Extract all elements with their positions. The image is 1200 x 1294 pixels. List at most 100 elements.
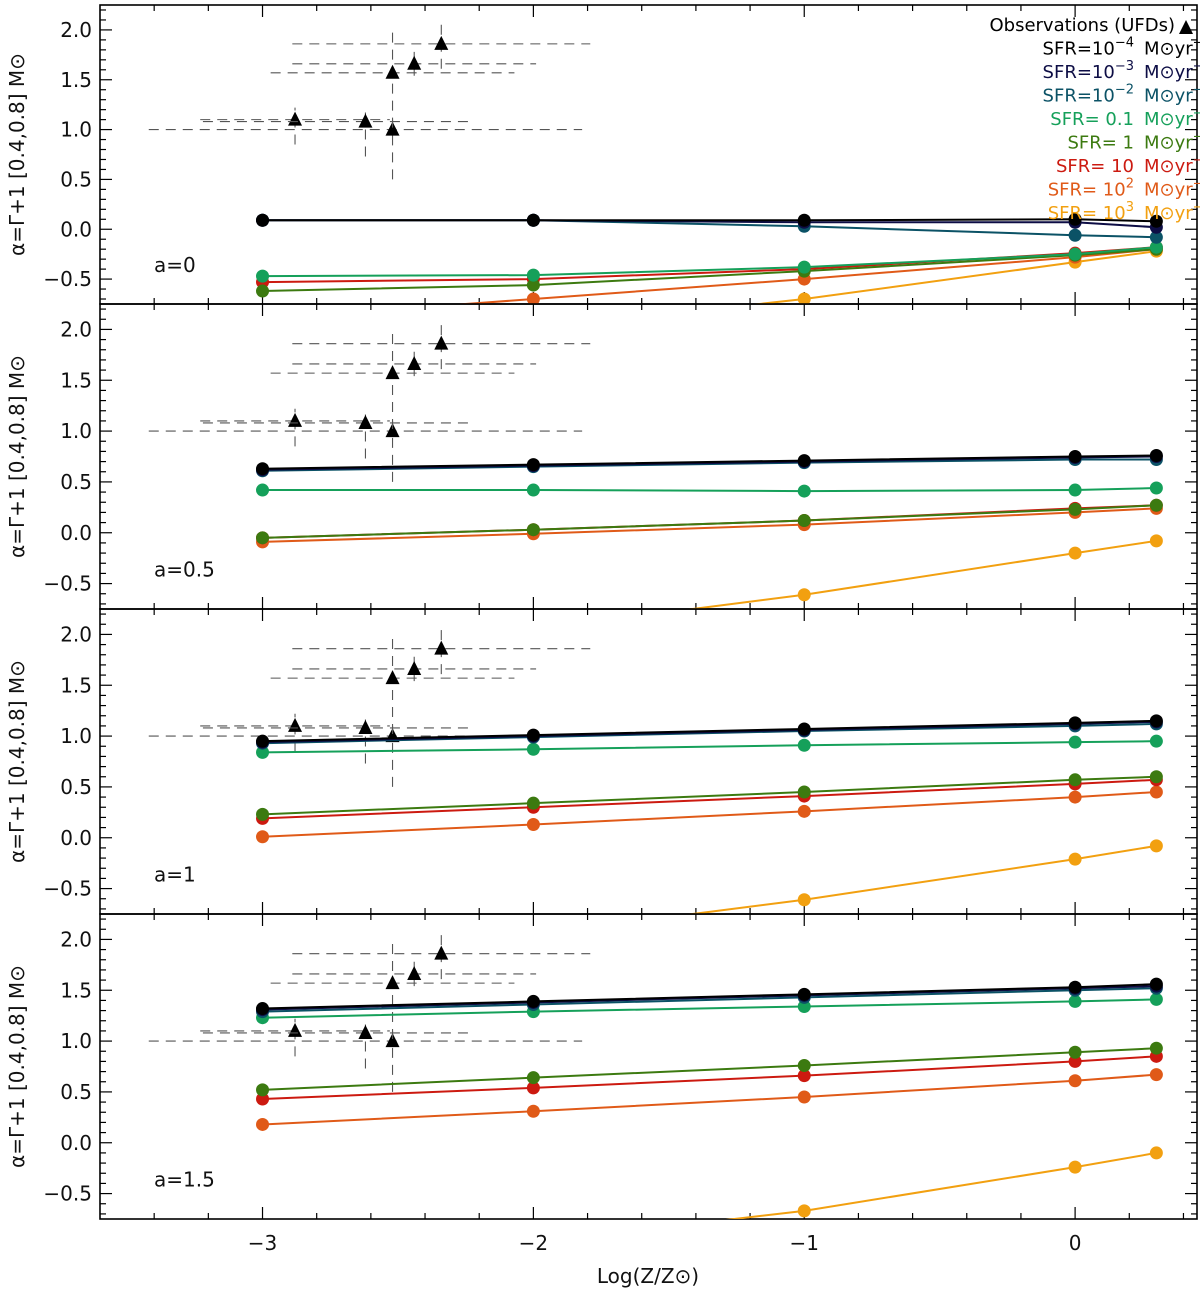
series-point <box>1068 212 1082 226</box>
series-point <box>797 804 811 818</box>
series-point <box>1068 994 1082 1008</box>
panel-1: −0.5 0.0 0.5 1.0 1.5 2.0 α=Γ+1 [0.4,0.8] M⊙ a=0… <box>5 303 1198 610</box>
y-tick-label: −0.5 <box>43 1182 92 1206</box>
observations <box>148 18 591 180</box>
series-point <box>1149 1041 1163 1055</box>
obs-point <box>434 945 449 960</box>
legend-entry: SFR= 102 <box>1048 177 1134 201</box>
series-point <box>526 1081 540 1095</box>
panel-3: −0.5 0.0 0.5 1.0 1.5 2.0 −3 −2 −1 0 α=Γ+1 [0.4,0.8… <box>5 913 1198 1281</box>
y-tick-label: 1.5 <box>60 673 92 697</box>
series-group <box>256 448 1163 609</box>
y-tick-label: 0.0 <box>60 826 92 850</box>
series-point <box>1068 1045 1082 1059</box>
series-point <box>1068 1054 1082 1068</box>
obs-point <box>358 113 373 128</box>
obs-point <box>407 965 422 980</box>
y-tick-label: 1.0 <box>60 118 92 142</box>
series-point <box>256 1117 270 1131</box>
y-tick-label: 2.0 <box>60 622 92 646</box>
y-tick-label: 1.0 <box>60 419 92 443</box>
y-tick-label: 2.0 <box>60 18 92 42</box>
panel-label: a=1.5 <box>154 1167 215 1191</box>
series-point <box>1149 1068 1163 1082</box>
series-point <box>256 1083 270 1097</box>
series-point <box>1149 230 1163 244</box>
legend-entry: SFR= 0.1 <box>1050 109 1134 130</box>
series-point <box>526 458 540 472</box>
observations <box>148 928 591 1092</box>
series-point <box>1068 773 1082 787</box>
series-point <box>797 260 811 274</box>
series-point <box>256 352 269 365</box>
x-axis: −3 −2 −1 0 <box>153 914 1185 1255</box>
series-point <box>797 785 811 799</box>
series-line <box>684 539 1157 609</box>
obs-point <box>358 414 373 429</box>
legend-entry-unit: M⊙yr−1 <box>1144 36 1200 60</box>
y-tick-label: 2.0 <box>60 317 92 341</box>
series-line <box>262 719 1157 743</box>
series-point <box>1068 716 1082 730</box>
series-point <box>526 818 540 832</box>
panels-layer: −0.5 0.0 0.5 1.0 1.5 2.0 α=Γ+1 [0.4,0.8] M⊙ a=0… <box>5 4 1198 1281</box>
series-point <box>526 483 540 497</box>
legend-entry-unit: M⊙yr−1 <box>1144 177 1200 201</box>
series-point <box>797 454 811 468</box>
obs-point <box>358 719 373 734</box>
series-point <box>256 284 270 298</box>
series-point <box>1068 546 1082 560</box>
legend-entry: SFR=10−2 <box>1043 83 1134 107</box>
series-line <box>452 248 1157 304</box>
series-point <box>256 213 270 227</box>
series-point <box>797 292 811 304</box>
series-group <box>256 212 1163 365</box>
series-point <box>1068 790 1082 804</box>
y-axis: −0.5 0.0 0.5 1.0 1.5 2.0 <box>43 613 1197 910</box>
series-point <box>526 278 540 292</box>
legend-entry-unit: M⊙yr−1 <box>1144 106 1200 130</box>
series-point <box>256 963 269 976</box>
obs-point <box>434 335 449 350</box>
series-point <box>797 738 811 752</box>
series-point <box>256 1268 269 1281</box>
panel-label: a=0 <box>154 253 196 277</box>
series-point <box>1149 977 1163 991</box>
y-tick-label: 1.5 <box>60 978 92 1002</box>
series-point <box>526 523 540 537</box>
legend-entry: SFR= 10 <box>1056 156 1134 177</box>
panel-frame <box>99 4 1198 305</box>
legend-entry-unit: M⊙yr−1 <box>1144 83 1200 107</box>
series-point <box>256 830 270 844</box>
series-point <box>797 1000 811 1014</box>
series-point <box>1149 1146 1163 1160</box>
y-tick-label: 0.0 <box>60 217 92 241</box>
obs-point <box>385 423 400 438</box>
series-point <box>1149 734 1163 748</box>
series-point <box>797 1090 811 1104</box>
series-point <box>526 213 540 227</box>
legend-entry: SFR= 103 <box>1048 200 1134 224</box>
legend-entry: SFR= 1 <box>1067 133 1134 154</box>
plot-area <box>148 623 1163 976</box>
series-line <box>262 507 1157 543</box>
y-tick-label: 0.5 <box>60 470 92 494</box>
panel-frame <box>99 913 1198 1220</box>
x-axis <box>153 5 1185 304</box>
series-point <box>256 1002 270 1016</box>
series-point <box>1149 839 1163 853</box>
obs-point <box>288 1022 303 1037</box>
series-point <box>1149 214 1163 228</box>
series-line <box>262 218 1157 223</box>
y-axis-label: α=Γ+1 [0.4,0.8] M⊙ <box>5 355 29 558</box>
series-point <box>1149 770 1163 784</box>
obs-point <box>407 55 422 70</box>
panel-frame <box>99 608 1198 915</box>
obs-point <box>288 111 303 126</box>
panel-2: −0.5 0.0 0.5 1.0 1.5 2.0 α=Γ+1 [0.4,0.8] M⊙ a=1 <box>5 608 1198 976</box>
legend-entry: SFR=10−3 <box>1043 59 1134 83</box>
obs-point <box>407 355 422 370</box>
x-tick-label: −2 <box>519 1231 548 1255</box>
obs-point <box>288 412 303 427</box>
series-point <box>527 928 540 941</box>
